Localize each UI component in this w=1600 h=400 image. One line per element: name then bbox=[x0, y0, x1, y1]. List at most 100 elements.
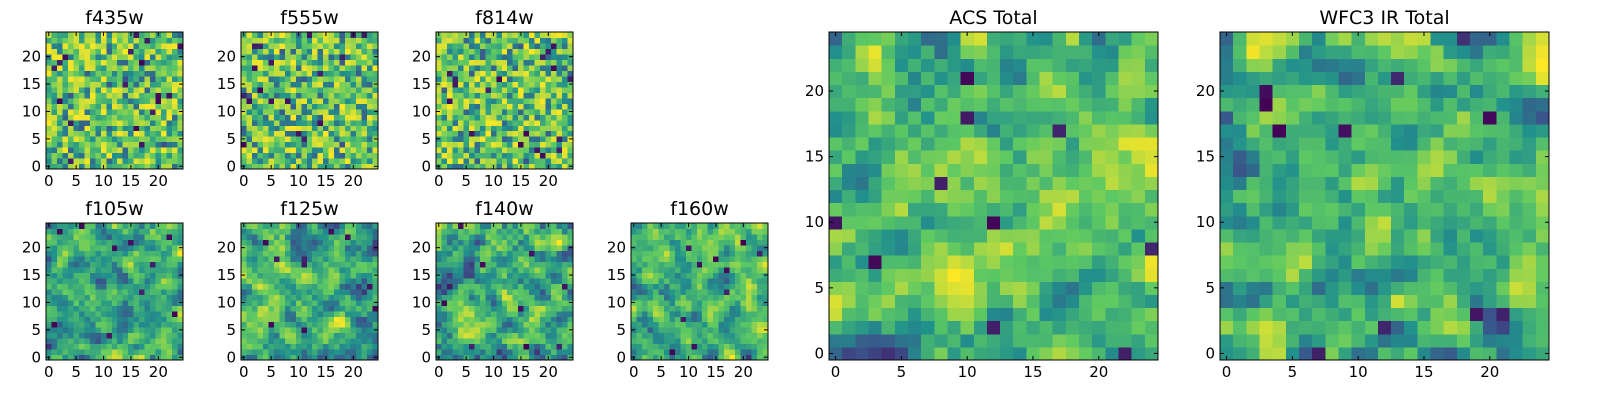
f105w-cell bbox=[84, 272, 91, 279]
f435w-cell bbox=[111, 48, 118, 55]
f160w-cell bbox=[674, 223, 681, 230]
f814w-cell bbox=[452, 119, 459, 126]
f140w-cell bbox=[457, 272, 464, 279]
acs-total-cell bbox=[855, 268, 870, 282]
f160w-cell bbox=[729, 228, 736, 235]
f555w-cell bbox=[290, 86, 297, 93]
f435w-cell bbox=[78, 141, 85, 148]
f140w-cell bbox=[490, 316, 497, 323]
f160w-cell bbox=[757, 349, 764, 356]
acs-total-cell bbox=[947, 346, 962, 361]
f435w-cell bbox=[139, 108, 146, 115]
f105w-cell bbox=[56, 223, 64, 230]
f125w-cell bbox=[273, 239, 280, 246]
f105w-cell bbox=[166, 332, 173, 339]
f140w-cell bbox=[474, 354, 481, 361]
acs-total-cell bbox=[1131, 346, 1146, 361]
f814w-cell bbox=[518, 147, 525, 154]
f814w-cell bbox=[441, 37, 448, 44]
f105w-cell bbox=[51, 288, 58, 295]
acs-total-cell bbox=[934, 202, 949, 217]
f160w-cell bbox=[691, 250, 698, 257]
f435w-cell bbox=[111, 64, 118, 71]
f125w-cell bbox=[306, 228, 313, 235]
acs-total-cell bbox=[842, 163, 856, 177]
f140w-cell bbox=[545, 277, 552, 284]
f435w-cell bbox=[51, 70, 58, 77]
f105w-cell bbox=[172, 228, 179, 235]
f435w-cell bbox=[56, 158, 64, 165]
f555w-cell bbox=[345, 70, 352, 77]
f435w-cell bbox=[133, 136, 140, 143]
f160w-cell bbox=[647, 349, 654, 356]
f814w-cell bbox=[551, 103, 558, 110]
f435w-cell bbox=[172, 136, 179, 143]
f435w-cell bbox=[172, 141, 179, 148]
f105w-cell bbox=[56, 332, 64, 339]
f814w-cell bbox=[446, 136, 454, 143]
f125w-cell bbox=[251, 321, 259, 328]
f435w-cell bbox=[46, 114, 53, 121]
f814w-cell bbox=[545, 81, 552, 88]
f125w-cell bbox=[367, 299, 374, 306]
f160w-cell bbox=[735, 343, 742, 350]
f814w-cell bbox=[562, 125, 569, 132]
f105w-cell bbox=[100, 327, 107, 334]
f125w-cell bbox=[312, 332, 319, 339]
f435w-cell bbox=[150, 158, 157, 165]
f814w-cell bbox=[485, 59, 492, 66]
f105w-cell bbox=[84, 321, 91, 328]
f160w-cell bbox=[702, 305, 709, 312]
f125w-cell bbox=[251, 354, 259, 361]
f160w-cell bbox=[652, 266, 659, 273]
f555w-cell bbox=[328, 147, 335, 154]
f435w-cell bbox=[133, 37, 140, 44]
acs-total-cell bbox=[986, 202, 1001, 217]
f105w-cell bbox=[117, 277, 124, 284]
f555w-cell bbox=[273, 97, 280, 104]
f105w-cell bbox=[106, 332, 113, 339]
f105w-cell bbox=[150, 316, 157, 323]
f814w-cell bbox=[457, 136, 464, 143]
f435w-cell bbox=[161, 48, 168, 55]
f555w-cell bbox=[367, 70, 374, 77]
f140w-cell bbox=[446, 305, 454, 312]
f814w-cell bbox=[556, 130, 563, 137]
f435w-cell bbox=[172, 48, 179, 55]
f435w-cell bbox=[78, 147, 85, 154]
f160w-cell bbox=[669, 277, 676, 284]
f555w-cell bbox=[317, 37, 324, 44]
f814w-cell bbox=[512, 136, 519, 143]
acs-total-cell bbox=[986, 176, 1001, 191]
acs-total-cell bbox=[1105, 241, 1120, 256]
f435w-cell bbox=[106, 70, 113, 77]
acs-total-cell bbox=[947, 241, 962, 256]
f814w-cell bbox=[507, 53, 514, 60]
f435w-cell bbox=[100, 136, 107, 143]
f125w-cell bbox=[241, 316, 248, 323]
f555w-cell bbox=[345, 119, 352, 126]
f435w-cell bbox=[67, 86, 74, 93]
acs-total-cell bbox=[960, 228, 975, 243]
f555w-cell bbox=[367, 42, 374, 50]
f555w-cell bbox=[301, 158, 308, 165]
f105w-cell bbox=[144, 255, 151, 262]
f160w-cell bbox=[641, 277, 649, 284]
f555w-xtick-label: 15 bbox=[316, 172, 335, 190]
acs-total-cell bbox=[855, 189, 870, 204]
f160w-cell bbox=[762, 305, 769, 312]
f160w-cell bbox=[647, 272, 654, 279]
f125w-cell bbox=[372, 277, 379, 284]
f140w-cell bbox=[507, 338, 514, 345]
f814w-cell bbox=[441, 97, 448, 104]
f140w-cell bbox=[567, 261, 574, 268]
f105w-cell bbox=[117, 239, 124, 246]
f814w-cell bbox=[463, 75, 470, 82]
acs-total-cell bbox=[881, 294, 896, 309]
f555w-cell bbox=[241, 64, 248, 71]
f814w-cell bbox=[507, 37, 514, 44]
f140w-cell bbox=[446, 277, 454, 284]
f160w-cell bbox=[751, 250, 758, 257]
f160w-cell bbox=[746, 332, 753, 339]
f160w-cell bbox=[696, 299, 703, 306]
